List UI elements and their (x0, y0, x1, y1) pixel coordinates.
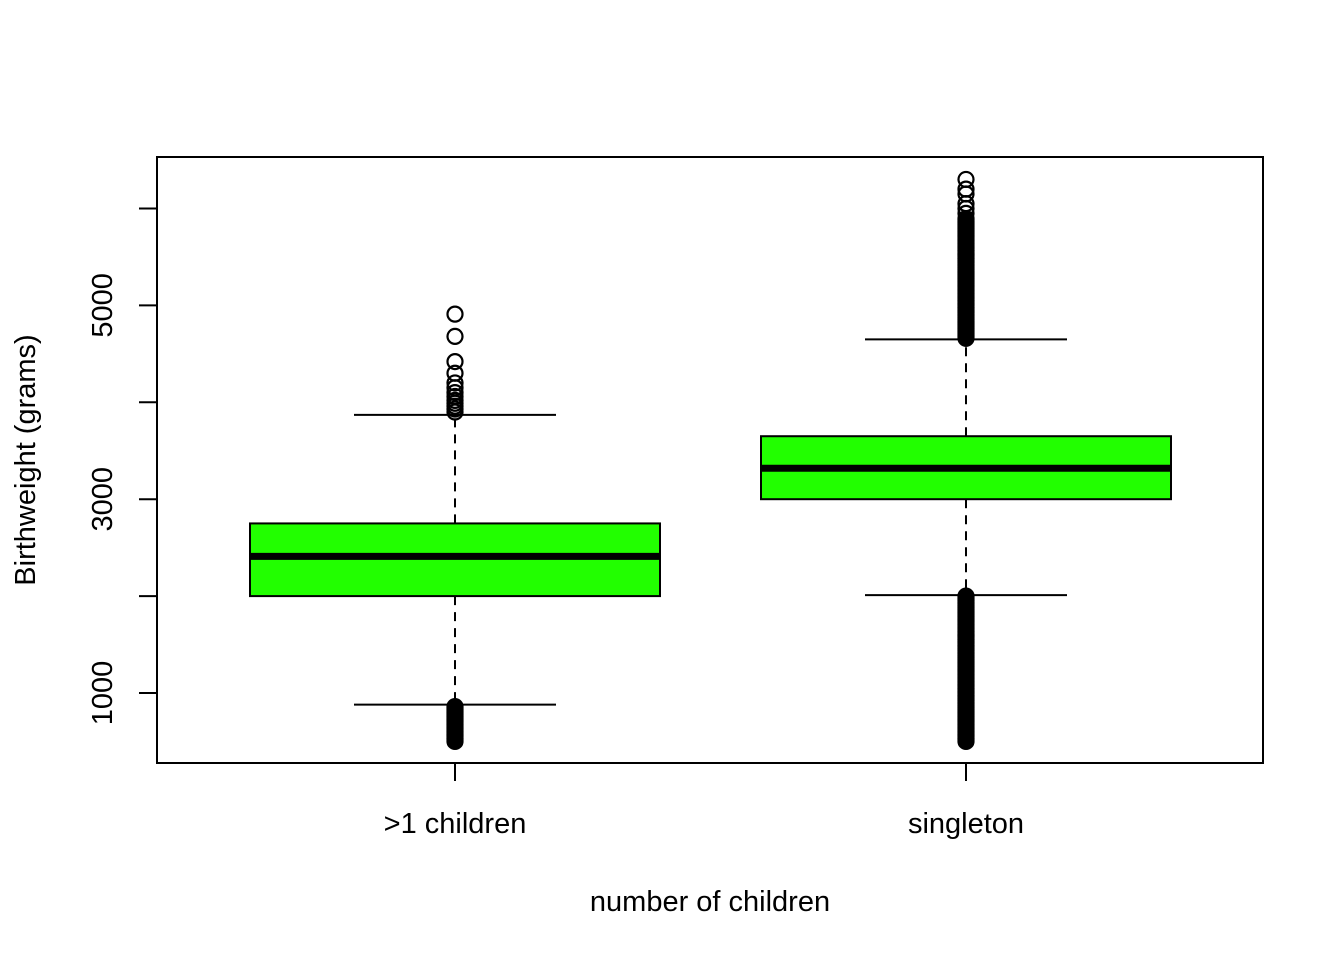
box-group (760, 170, 1172, 751)
y-axis: 1000 3000 5000 (87, 207, 157, 726)
y-tick-label: 1000 (87, 661, 119, 726)
outlier-point (446, 305, 464, 323)
x-tick-label: singleton (908, 808, 1024, 840)
outlier-point (446, 374, 464, 392)
y-tick-label: 5000 (87, 273, 119, 338)
x-tick-label: >1 children (384, 808, 527, 840)
x-axis-title: number of children (590, 886, 830, 918)
y-axis-title: Birthweight (grams) (10, 334, 42, 585)
outlier-point (957, 204, 975, 222)
box-group (249, 305, 661, 751)
outlier-point (446, 697, 464, 716)
plot-frame (156, 156, 1264, 764)
boxes (249, 170, 1172, 751)
x-axis: >1 children singleton (384, 763, 1024, 840)
outlier-point (957, 587, 975, 605)
outlier-point (446, 364, 464, 382)
outlier-point (957, 170, 975, 189)
outlier-point (957, 180, 975, 198)
outlier-point (446, 384, 464, 402)
y-tick-label: 3000 (87, 467, 119, 532)
outlier-point (446, 353, 464, 371)
outlier-point (446, 327, 464, 346)
